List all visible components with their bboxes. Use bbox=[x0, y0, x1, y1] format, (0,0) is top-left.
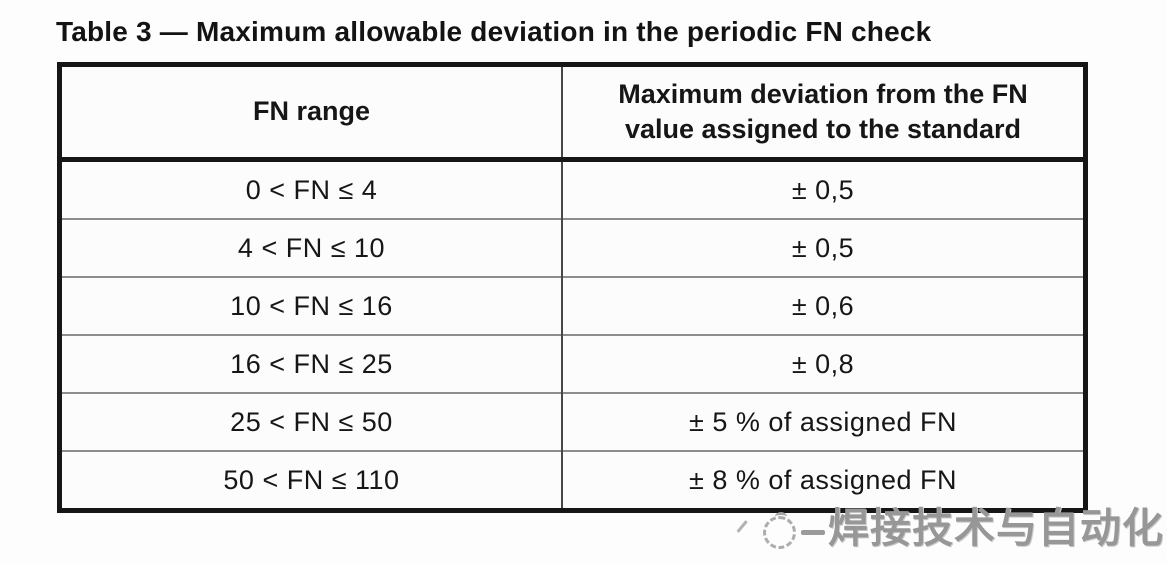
header-row: FN range Maximum deviation from the FN v… bbox=[59, 64, 1086, 162]
deviation-cell: ± 0,5 bbox=[561, 218, 1086, 277]
table-row: 4 < FN ≤ 10 ± 0,5 bbox=[59, 218, 1086, 277]
table-row: 16 < FN ≤ 25 ± 0,8 bbox=[59, 334, 1086, 393]
deviation-cell: ± 0,5 bbox=[561, 159, 1086, 219]
watermark-circle-logo-icon bbox=[763, 511, 796, 549]
watermark-text: 焊接技术与自动化 bbox=[828, 504, 1164, 551]
deviation-cell: ± 0,6 bbox=[561, 276, 1086, 335]
table-caption: Table 3 — Maximum allowable deviation in… bbox=[56, 16, 932, 47]
fn-range-cell: 0 < FN ≤ 4 bbox=[245, 174, 378, 205]
watermark-dash-stroke bbox=[801, 529, 825, 535]
fn-range-cell: 16 < FN ≤ 25 bbox=[59, 334, 562, 393]
table-row: 0 < FN ≤ 4 ± 0,5 bbox=[60, 159, 1086, 219]
deviation-cell: ± 8 % of assigned FN bbox=[561, 450, 1086, 511]
fn-range-cell: 10 < FN ≤ 16 bbox=[59, 276, 562, 335]
fn-range-cell: 4 < FN ≤ 10 bbox=[59, 218, 562, 277]
table-row: 10 < FN ≤ 16 ± 0,6 bbox=[59, 276, 1086, 335]
watermark-sparkle-icon bbox=[736, 520, 759, 542]
deviation-cell: ± 5 % of assigned FN bbox=[561, 392, 1086, 451]
deviation-cell: ± 0,8 bbox=[561, 334, 1086, 393]
table-row: 25 < FN ≤ 50 ± 5 % of assigned FN bbox=[59, 392, 1086, 451]
header-fn-range: FN range bbox=[59, 64, 562, 162]
fn-range-cell: 50 < FN ≤ 110 bbox=[59, 450, 562, 511]
header-max-deviation: Maximum deviation from the FN value assi… bbox=[561, 64, 1086, 162]
table-row: 50 < FN ≤ 110 ± 8 % of assigned FN bbox=[59, 450, 1086, 511]
watermark: 焊接技术与自动化 bbox=[736, 499, 1164, 557]
fn-range-cell: 25 < FN ≤ 50 bbox=[59, 392, 562, 451]
fn-deviation-table: FN range Maximum deviation from the FN v… bbox=[57, 62, 1088, 513]
